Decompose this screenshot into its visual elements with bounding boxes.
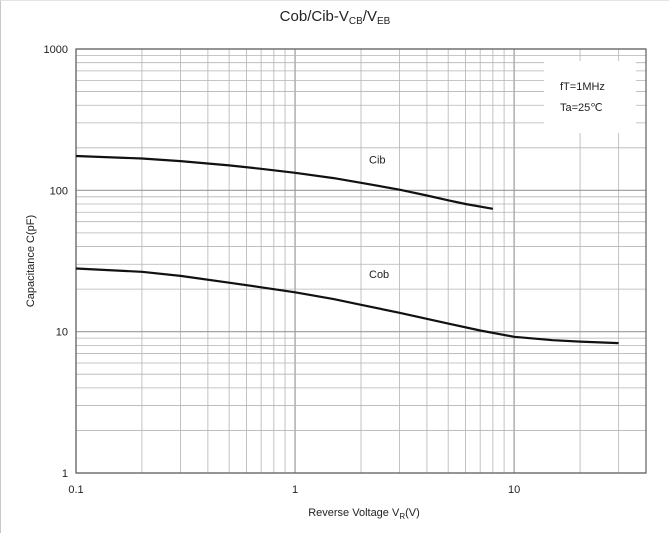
plot-border [75,48,647,474]
series-line-cob [75,267,619,345]
series-line-cib [75,154,494,210]
series-label-cib: Cib [369,154,386,166]
chart-title-sub2: EB [377,16,391,27]
x-tick-label: 1 [292,484,298,496]
x-tick-label: 0.1 [68,484,83,496]
x-axis-label-unit: (V) [405,507,420,519]
annotation-temperature: Ta=25℃ [560,102,603,114]
x-axis-label-sub: R [399,512,405,521]
annotation-frequency: fT=1MHz [560,81,605,93]
y-tick-label: 1000 [44,44,68,56]
curves: Cib Cob [75,154,619,345]
y-axis-label: Capacitance C(pF) [25,215,37,307]
annotation-box [544,61,636,133]
chart-title-mid: /V [363,8,377,25]
chart-title-main: Cob/Cib-V [280,8,349,25]
x-axis-label-text: Reverse Voltage V [308,507,400,519]
chart-title-sub1: CB [349,16,363,27]
y-tick-label: 100 [50,185,68,197]
x-tick-label: 10 [508,484,520,496]
series-label-cob: Cob [369,269,389,281]
chart-title: Cob/Cib-VCB/VEB [280,8,391,27]
x-axis-label: Reverse Voltage VR(V) [308,507,420,521]
y-tick-label: 1 [62,468,68,480]
y-tick-label: 10 [56,327,68,339]
